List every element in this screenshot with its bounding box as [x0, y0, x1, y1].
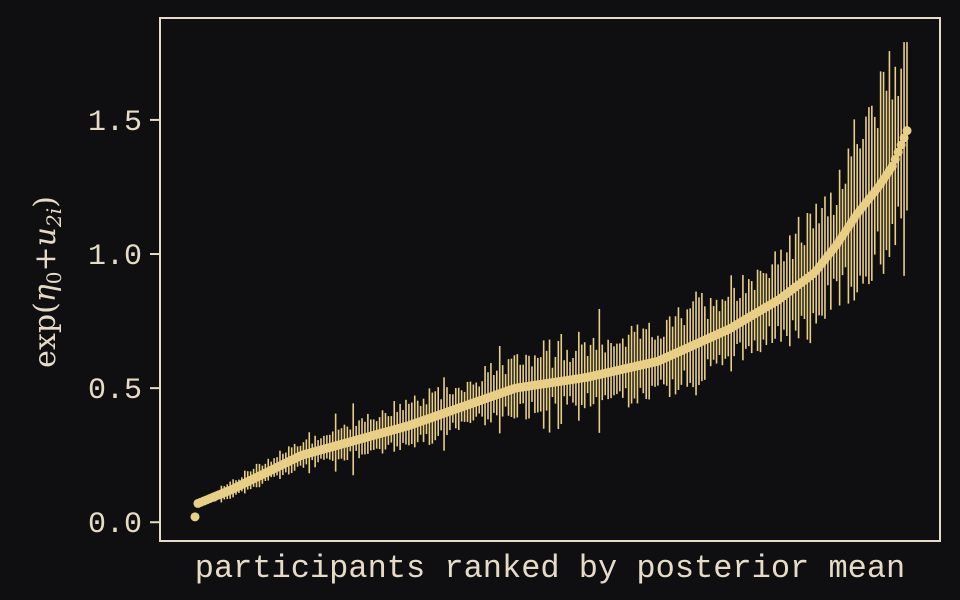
x-axis-label: participants ranked by posterior mean	[195, 550, 906, 587]
y-axis-label-group: exp(η0+u2i)	[28, 196, 66, 368]
posterior-mean-point	[902, 126, 912, 136]
chart-marks	[190, 42, 912, 522]
posterior-mean-point	[893, 147, 903, 157]
posterior-mean-point	[899, 133, 909, 143]
posterior-mean-point	[896, 140, 906, 150]
posterior-mean-point	[890, 154, 900, 164]
y-axis: 0.0 0.5 1.0 1.5	[88, 106, 160, 542]
posterior-mean-point	[190, 512, 200, 522]
posterior-mean-point	[887, 161, 897, 171]
y-tick-label: 0.0	[88, 508, 142, 542]
y-tick-label: 1.0	[88, 240, 142, 274]
y-tick-label: 0.5	[88, 374, 142, 408]
y-tick-label: 1.5	[88, 106, 142, 140]
y-axis-label: exp(η0+u2i)	[28, 196, 66, 368]
plot-frame	[159, 17, 941, 542]
